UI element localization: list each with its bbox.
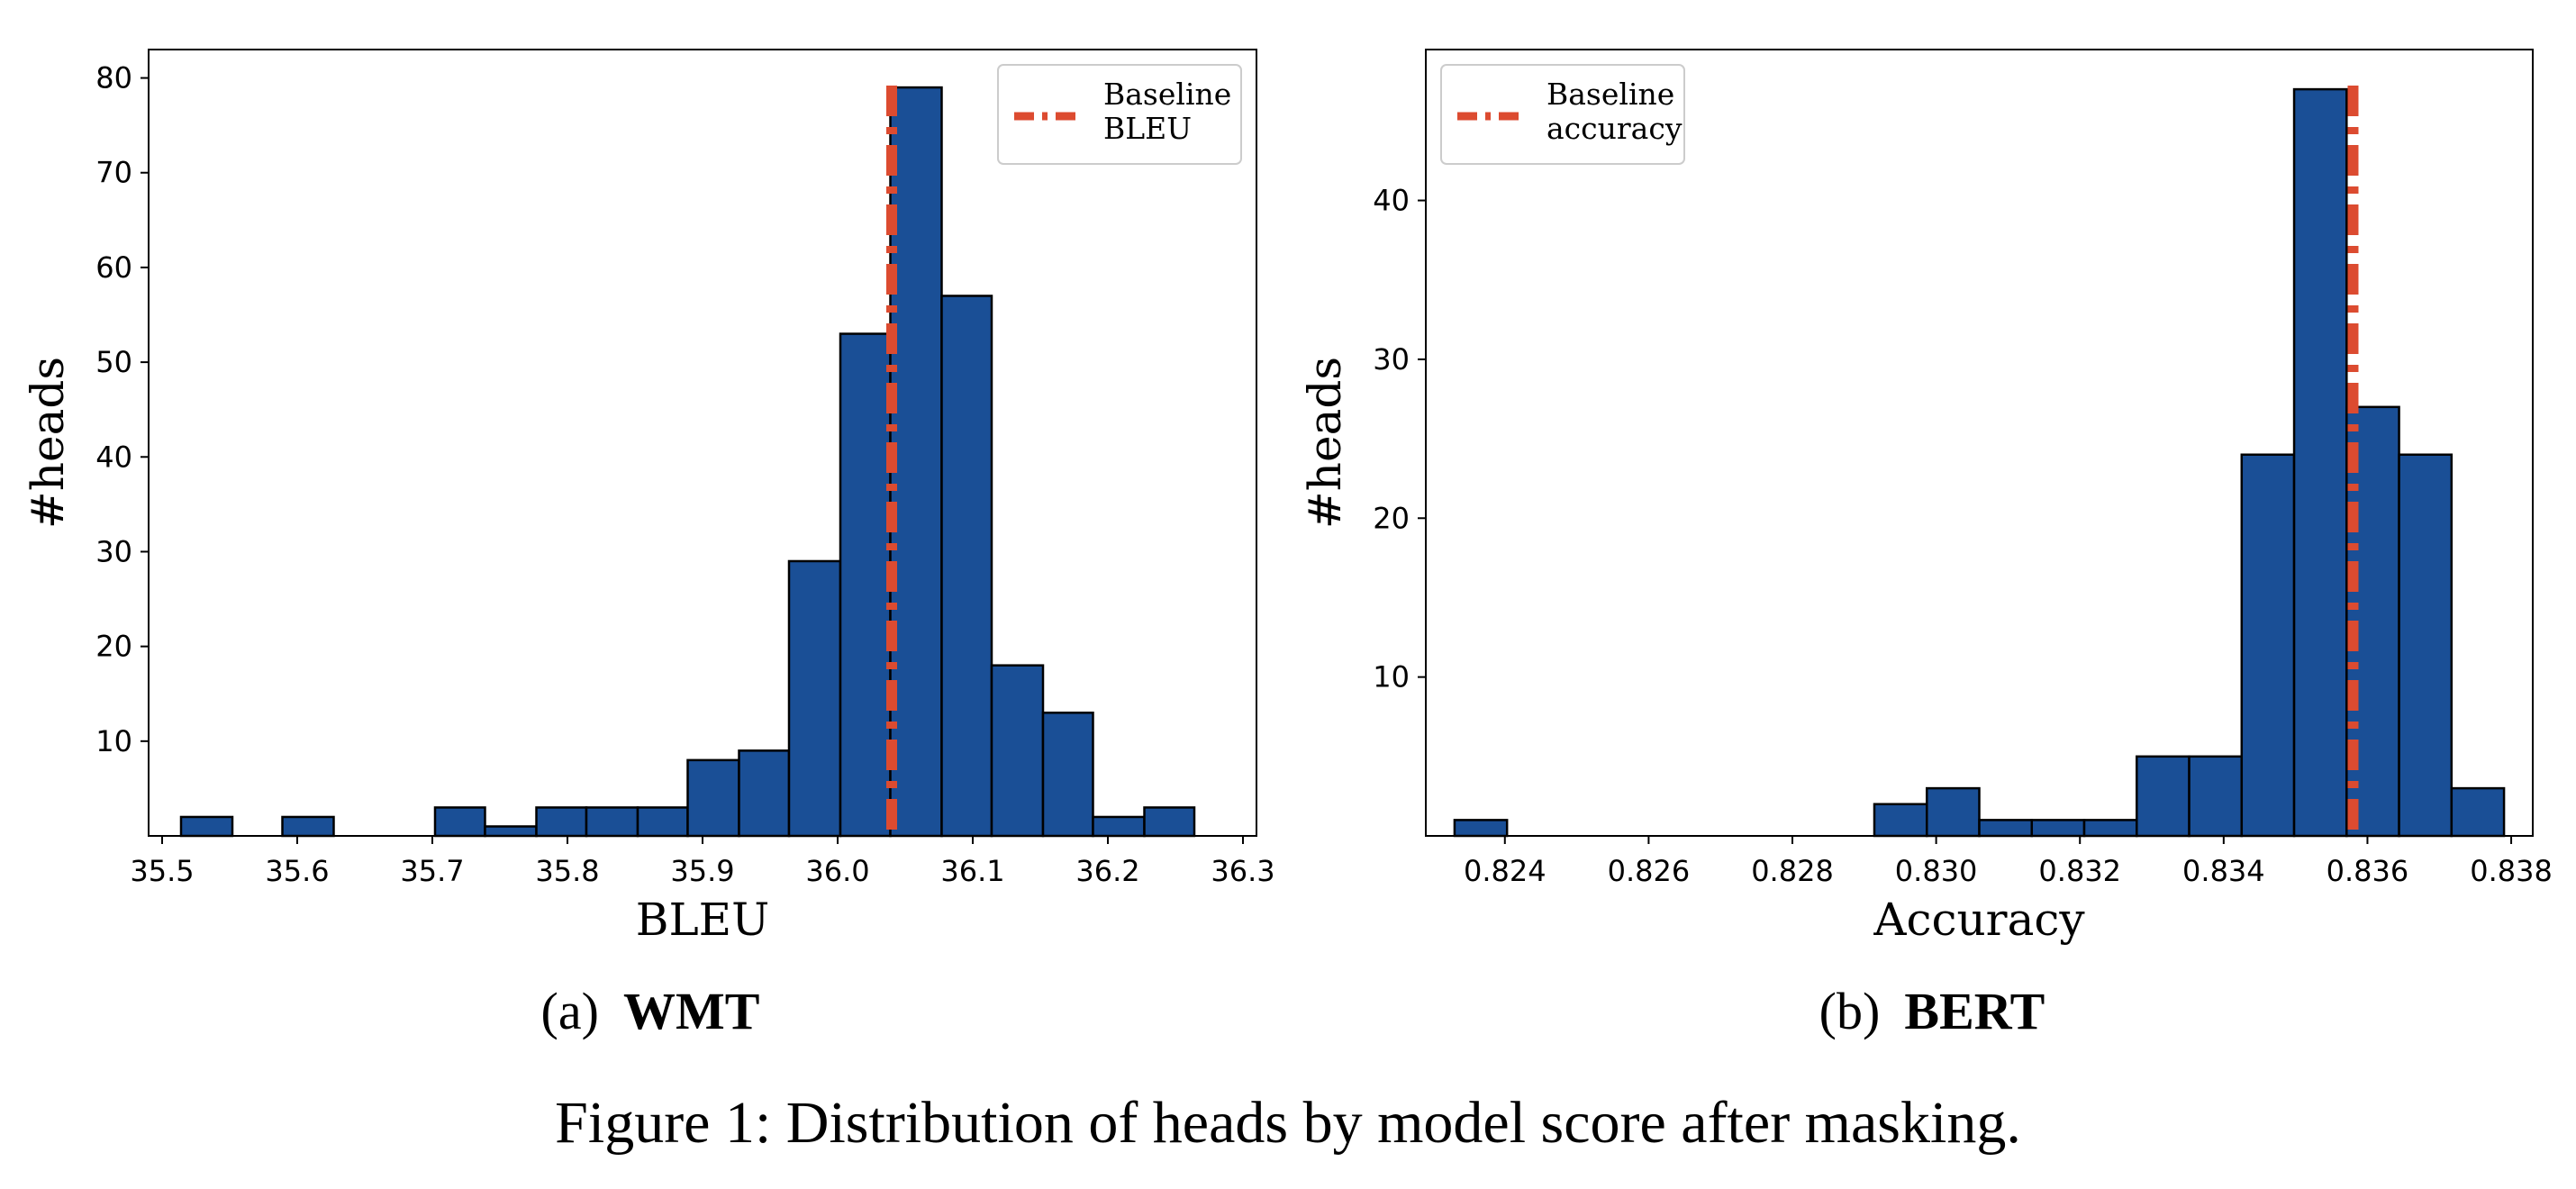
- x-tick-label: 36.0: [805, 854, 869, 888]
- panel-bert: 0.824 0.826 0.828 0.830 0.832 0.834 0.836 0.838…: [1299, 49, 2553, 1040]
- y-tick-label: 40: [1373, 184, 1410, 218]
- y-ticks-wmt: 10 20 30 40 50 60 70 80: [95, 61, 149, 758]
- legend-label-line2-bert: accuracy: [1547, 111, 1683, 146]
- x-tick-label: 35.5: [130, 854, 194, 888]
- subcaption-prefix-bert: (b): [1819, 982, 1881, 1040]
- x-axis-label-wmt: BLEU: [636, 894, 770, 946]
- histogram-bar: [889, 86, 943, 838]
- legend-label-line1-bert: Baseline: [1547, 77, 1674, 112]
- plot-frame-bert: [1425, 49, 2534, 837]
- histogram-bar: [686, 758, 740, 838]
- panel-wmt: 35.5 35.6 35.7 35.8 35.9 36.0 36.1 36.2 36.3 10 2…: [22, 49, 1275, 1040]
- histogram-bar: [738, 749, 791, 838]
- y-axis-label-wmt: #heads: [22, 357, 74, 529]
- histogram-bar: [2188, 755, 2244, 838]
- y-tick-label: 10: [95, 724, 132, 758]
- y-tick-label: 30: [1373, 342, 1410, 377]
- x-tick-label: 0.834: [2182, 854, 2265, 888]
- x-tick-label: 35.9: [670, 854, 734, 888]
- histogram-bar: [179, 815, 234, 838]
- y-tick-label: 70: [95, 156, 132, 190]
- histogram-bar: [1092, 815, 1146, 838]
- x-tick-label: 0.828: [1751, 854, 1834, 888]
- x-tick-label: 35.7: [400, 854, 464, 888]
- x-axis-label-bert: Accuracy: [1873, 894, 2085, 946]
- y-tick-label: 20: [95, 630, 132, 664]
- x-tick-label: 36.1: [940, 854, 1004, 888]
- y-tick-label: 60: [95, 250, 132, 285]
- legend-box-bert: [1440, 64, 1685, 165]
- x-tick-label: 35.6: [265, 854, 329, 888]
- figure-caption: Figure 1: Distribution of heads by model…: [555, 1090, 2021, 1156]
- histogram-bar: [535, 806, 588, 838]
- legend-box-wmt: [997, 64, 1242, 165]
- histogram-bar: [839, 332, 892, 838]
- histogram-bar: [1873, 803, 1928, 838]
- x-tick-label: 36.2: [1075, 854, 1139, 888]
- histogram-bar: [2292, 87, 2348, 838]
- x-tick-label: 0.832: [2038, 854, 2121, 888]
- histogram-bar: [1453, 819, 1509, 838]
- x-tick-label: 36.3: [1211, 854, 1274, 888]
- x-tick-label: 0.836: [2327, 854, 2409, 888]
- subcaption-wmt: (a) WMT: [541, 982, 760, 1040]
- histogram-bar: [2136, 755, 2191, 838]
- histogram-bar: [2398, 453, 2454, 838]
- y-tick-label: 40: [95, 440, 132, 474]
- y-tick-label: 20: [1373, 501, 1410, 535]
- y-tick-label: 30: [95, 534, 132, 568]
- histogram-bar: [2450, 786, 2506, 838]
- histogram-bar: [433, 806, 486, 838]
- y-tick-label: 10: [1373, 660, 1410, 694]
- y-axis-label-bert: #heads: [1299, 357, 1351, 529]
- subcaption-name-bert: BERT: [1904, 982, 2045, 1040]
- histogram-bar: [1041, 712, 1094, 838]
- histogram-bar: [1143, 806, 1196, 838]
- histogram-bar: [1925, 786, 1981, 838]
- x-ticks-bert: 0.824 0.826 0.828 0.830 0.832 0.834 0.836 0.838: [1464, 836, 2553, 888]
- histogram-bars-bert: [1453, 87, 2506, 838]
- histogram-bar: [484, 825, 538, 838]
- histogram-bar: [636, 806, 689, 838]
- histogram-bar: [787, 559, 842, 838]
- x-tick-label: 0.838: [2470, 854, 2553, 888]
- legend-label-line2-wmt: BLEU: [1103, 111, 1192, 146]
- subcaption-bert: (b) BERT: [1819, 982, 2045, 1040]
- y-tick-label: 80: [95, 61, 132, 95]
- y-tick-label: 50: [95, 345, 132, 379]
- x-tick-label: 0.826: [1608, 854, 1691, 888]
- legend-label-line1-wmt: Baseline: [1103, 77, 1231, 112]
- legend-bert: Baseline accuracy: [1440, 64, 1685, 165]
- histogram-bar: [940, 295, 993, 838]
- x-tick-label: 35.8: [535, 854, 599, 888]
- histogram-bar: [2240, 453, 2296, 838]
- histogram-bar: [2082, 819, 2138, 838]
- subcaption-prefix-wmt: (a): [541, 982, 599, 1040]
- histogram-bar: [990, 664, 1045, 838]
- x-ticks-wmt: 35.5 35.6 35.7 35.8 35.9 36.0 36.1 36.2 36.3: [130, 836, 1275, 888]
- x-tick-label: 0.830: [1895, 854, 1978, 888]
- histogram-bar: [2030, 819, 2086, 838]
- histogram-bar: [281, 815, 335, 838]
- histogram-bar: [585, 806, 639, 838]
- histogram-bar: [1978, 819, 2034, 838]
- legend-wmt: Baseline BLEU: [997, 64, 1242, 165]
- histogram-bars-wmt: [179, 86, 1196, 838]
- subcaption-name-wmt: WMT: [623, 982, 759, 1040]
- x-tick-label: 0.824: [1464, 854, 1547, 888]
- y-ticks-bert: 10 20 30 40: [1373, 184, 1426, 694]
